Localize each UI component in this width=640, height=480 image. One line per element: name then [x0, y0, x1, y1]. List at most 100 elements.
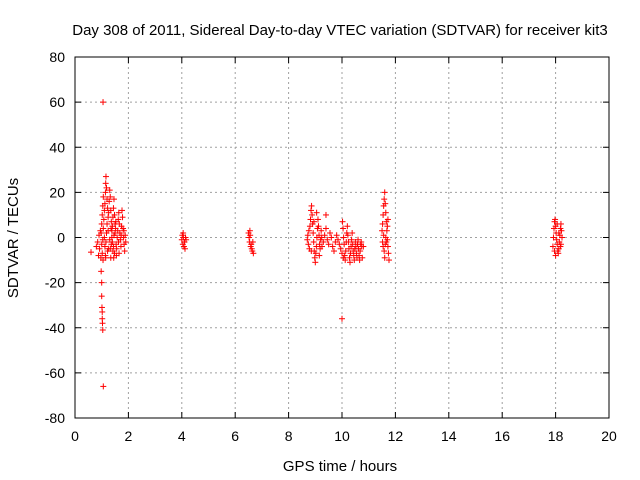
data-point — [550, 234, 557, 241]
y-tick-label: 40 — [49, 139, 65, 155]
y-tick-label: -40 — [45, 320, 65, 336]
data-point — [115, 209, 122, 216]
data-point — [554, 220, 561, 227]
data-point — [359, 254, 366, 261]
data-point — [339, 315, 345, 322]
data-point — [308, 248, 315, 255]
data-point — [312, 259, 319, 266]
data-point — [559, 234, 566, 241]
data-point — [358, 239, 365, 246]
data-point — [315, 223, 322, 230]
data-point — [344, 223, 351, 230]
data-point — [101, 207, 108, 214]
data-point — [118, 207, 125, 214]
data-point — [305, 241, 312, 248]
y-tick-label: -80 — [45, 410, 65, 426]
x-tick-label: 6 — [231, 428, 239, 444]
data-point — [113, 245, 120, 252]
data-point — [314, 216, 321, 223]
data-point — [340, 225, 347, 232]
data-point — [328, 234, 335, 241]
data-point — [104, 205, 111, 212]
data-point — [100, 225, 107, 232]
data-point — [98, 293, 105, 300]
data-point — [381, 196, 388, 203]
data-point — [101, 200, 108, 207]
data-point — [115, 239, 122, 246]
data-point — [117, 243, 124, 250]
x-tick-label: 18 — [548, 428, 564, 444]
data-point — [310, 229, 317, 236]
data-point — [345, 239, 352, 246]
data-point — [311, 254, 318, 261]
data-point — [310, 239, 317, 246]
data-point — [104, 220, 111, 227]
data-point — [379, 239, 386, 246]
data-point — [385, 250, 392, 257]
data-point — [88, 249, 95, 256]
y-tick-label: 20 — [49, 184, 65, 200]
data-point — [384, 223, 391, 230]
data-point — [99, 211, 106, 218]
data-point — [313, 243, 320, 250]
data-point — [110, 254, 117, 261]
data-point — [381, 248, 388, 255]
data-point — [114, 234, 121, 241]
data-point — [382, 209, 389, 216]
data-point — [98, 241, 105, 248]
x-tick-label: 0 — [71, 428, 79, 444]
data-point — [549, 243, 556, 250]
axes: 0 2 4 6 8 10 12 14 16 18 20 -80 -60 -40 -20 0 20 40 60 80 — [45, 49, 617, 444]
data-point — [99, 327, 106, 334]
data-point — [360, 243, 367, 250]
data-point — [100, 216, 107, 223]
data-point — [325, 241, 332, 248]
data-point — [342, 248, 349, 255]
data-point — [381, 254, 388, 261]
plot-frame — [74, 56, 610, 419]
data-point — [111, 211, 118, 218]
data-point — [183, 236, 190, 243]
chart-title: Day 308 of 2011, Sidereal Day-to-day VTE… — [72, 22, 608, 39]
data-point — [380, 243, 387, 250]
data-point — [246, 227, 253, 234]
data-point — [249, 239, 256, 246]
data-point — [120, 227, 127, 234]
data-point — [96, 245, 103, 252]
data-point — [344, 232, 351, 239]
data-point — [100, 99, 107, 106]
data-point — [308, 202, 315, 209]
data-point — [106, 187, 113, 194]
data-point — [557, 241, 564, 248]
data-point — [304, 232, 311, 239]
data-point — [103, 184, 110, 191]
data-point — [250, 250, 257, 257]
data-point — [326, 229, 333, 236]
data-point — [99, 320, 106, 327]
y-tick-label: 80 — [49, 49, 65, 65]
data-point — [106, 198, 113, 205]
data-point — [318, 243, 325, 250]
data-point — [122, 239, 129, 246]
data-point — [322, 225, 329, 232]
data-point — [551, 248, 558, 255]
x-tick-label: 20 — [601, 428, 617, 444]
data-point — [337, 245, 344, 252]
data-point — [107, 193, 114, 200]
data-point — [98, 268, 105, 275]
data-point — [339, 218, 346, 225]
data-point — [307, 216, 314, 223]
data-point — [101, 234, 108, 241]
data-point — [340, 254, 347, 261]
data-point — [324, 236, 331, 243]
x-tick-label: 2 — [125, 428, 133, 444]
data-point — [379, 220, 386, 227]
x-tick-label: 10 — [334, 428, 350, 444]
data-point — [348, 236, 355, 243]
data-point — [349, 229, 356, 236]
y-tick-label: 60 — [49, 94, 65, 110]
data-point — [340, 234, 347, 241]
data-point — [318, 227, 325, 234]
data-point — [355, 236, 362, 243]
